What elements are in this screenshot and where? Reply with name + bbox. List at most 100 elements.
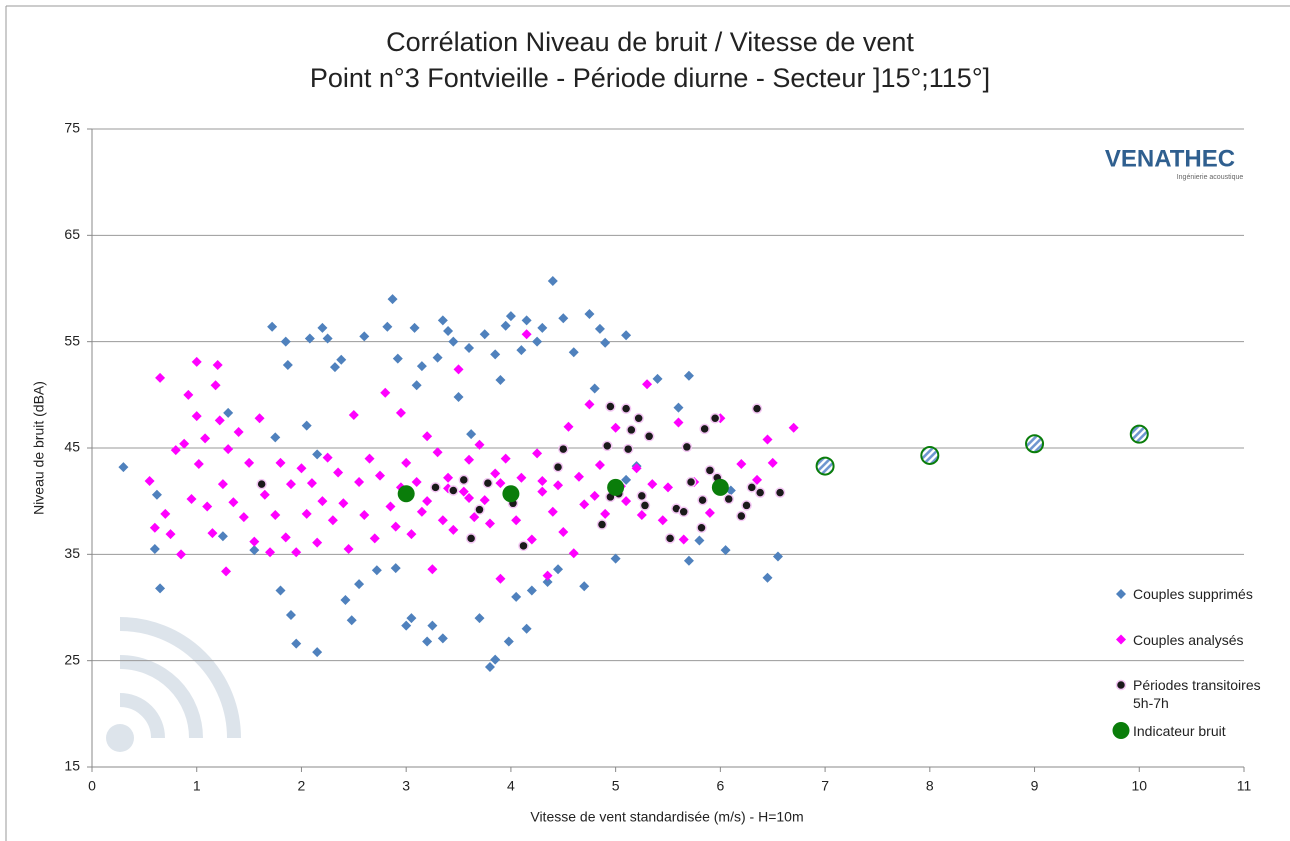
point xyxy=(221,566,232,577)
point xyxy=(474,613,485,624)
point xyxy=(432,447,443,458)
point xyxy=(568,548,579,559)
point xyxy=(762,572,773,583)
point xyxy=(537,475,548,486)
point xyxy=(380,387,391,398)
y-tick-label: 75 xyxy=(64,120,80,136)
point xyxy=(228,497,239,508)
point xyxy=(511,515,522,526)
point xyxy=(464,343,475,354)
x-tick-label: 7 xyxy=(821,778,829,794)
point xyxy=(427,564,438,575)
y-tick-label: 45 xyxy=(64,439,80,455)
point xyxy=(673,402,684,413)
point xyxy=(788,422,799,433)
point xyxy=(490,468,501,479)
point xyxy=(217,531,228,542)
point xyxy=(432,352,443,363)
point xyxy=(390,563,401,574)
point xyxy=(359,331,370,342)
point xyxy=(620,403,632,414)
point xyxy=(751,403,763,414)
watermark xyxy=(106,617,241,752)
point xyxy=(542,570,553,581)
point xyxy=(312,647,323,658)
point xyxy=(348,410,359,421)
point xyxy=(200,433,211,444)
point xyxy=(537,322,548,333)
point xyxy=(453,391,464,402)
point xyxy=(191,356,202,367)
point xyxy=(752,474,763,485)
point xyxy=(610,422,621,433)
point xyxy=(704,507,715,518)
point xyxy=(678,534,689,545)
point xyxy=(694,535,705,546)
point xyxy=(723,493,734,505)
point xyxy=(596,519,608,530)
point xyxy=(322,333,333,344)
point xyxy=(193,458,204,469)
logo: VENATHEC xyxy=(1105,145,1235,172)
point xyxy=(392,353,403,364)
point xyxy=(490,654,501,665)
point xyxy=(317,322,328,333)
point xyxy=(427,620,438,631)
point xyxy=(526,585,537,596)
point xyxy=(233,427,244,438)
point xyxy=(681,441,693,453)
point xyxy=(437,515,448,526)
point xyxy=(526,534,537,545)
point xyxy=(155,372,166,383)
x-tick-label: 5 xyxy=(612,778,620,794)
legend-label: Périodes transitoires 5h-7h xyxy=(1133,677,1261,711)
point xyxy=(500,320,511,331)
point xyxy=(697,494,708,506)
point xyxy=(636,490,648,502)
point xyxy=(382,321,393,332)
point xyxy=(387,294,398,305)
point xyxy=(482,477,494,489)
point xyxy=(212,360,223,371)
point xyxy=(151,489,162,500)
point xyxy=(1025,434,1045,454)
point xyxy=(602,440,613,452)
point xyxy=(265,547,276,558)
x-axis-label: Vitesse de vent standardisée (m/s) - H=1… xyxy=(530,809,803,825)
point xyxy=(503,636,514,647)
point xyxy=(579,581,590,592)
x-tick-label: 4 xyxy=(507,778,515,794)
x-tick-label: 0 xyxy=(88,778,96,794)
point xyxy=(474,504,485,515)
point xyxy=(553,564,564,575)
x-tick-label: 11 xyxy=(1237,778,1252,794)
point xyxy=(375,470,385,481)
point xyxy=(643,431,655,442)
point xyxy=(631,463,642,474)
point xyxy=(359,509,370,520)
point xyxy=(696,522,707,533)
point xyxy=(621,330,632,341)
point xyxy=(267,321,278,332)
point xyxy=(495,374,506,385)
point xyxy=(552,461,564,473)
legend-label: Couples supprimés xyxy=(1133,586,1253,602)
point xyxy=(354,477,365,488)
point xyxy=(464,492,475,503)
point xyxy=(254,413,265,424)
point xyxy=(633,412,644,424)
point xyxy=(270,509,281,520)
point xyxy=(746,482,758,493)
point xyxy=(430,482,441,493)
y-tick-label: 15 xyxy=(64,758,80,774)
point xyxy=(537,486,548,497)
point xyxy=(709,412,721,424)
point xyxy=(346,615,357,626)
point xyxy=(443,472,454,483)
point xyxy=(465,533,477,544)
point xyxy=(589,383,600,394)
point xyxy=(249,545,260,556)
point xyxy=(144,475,155,486)
